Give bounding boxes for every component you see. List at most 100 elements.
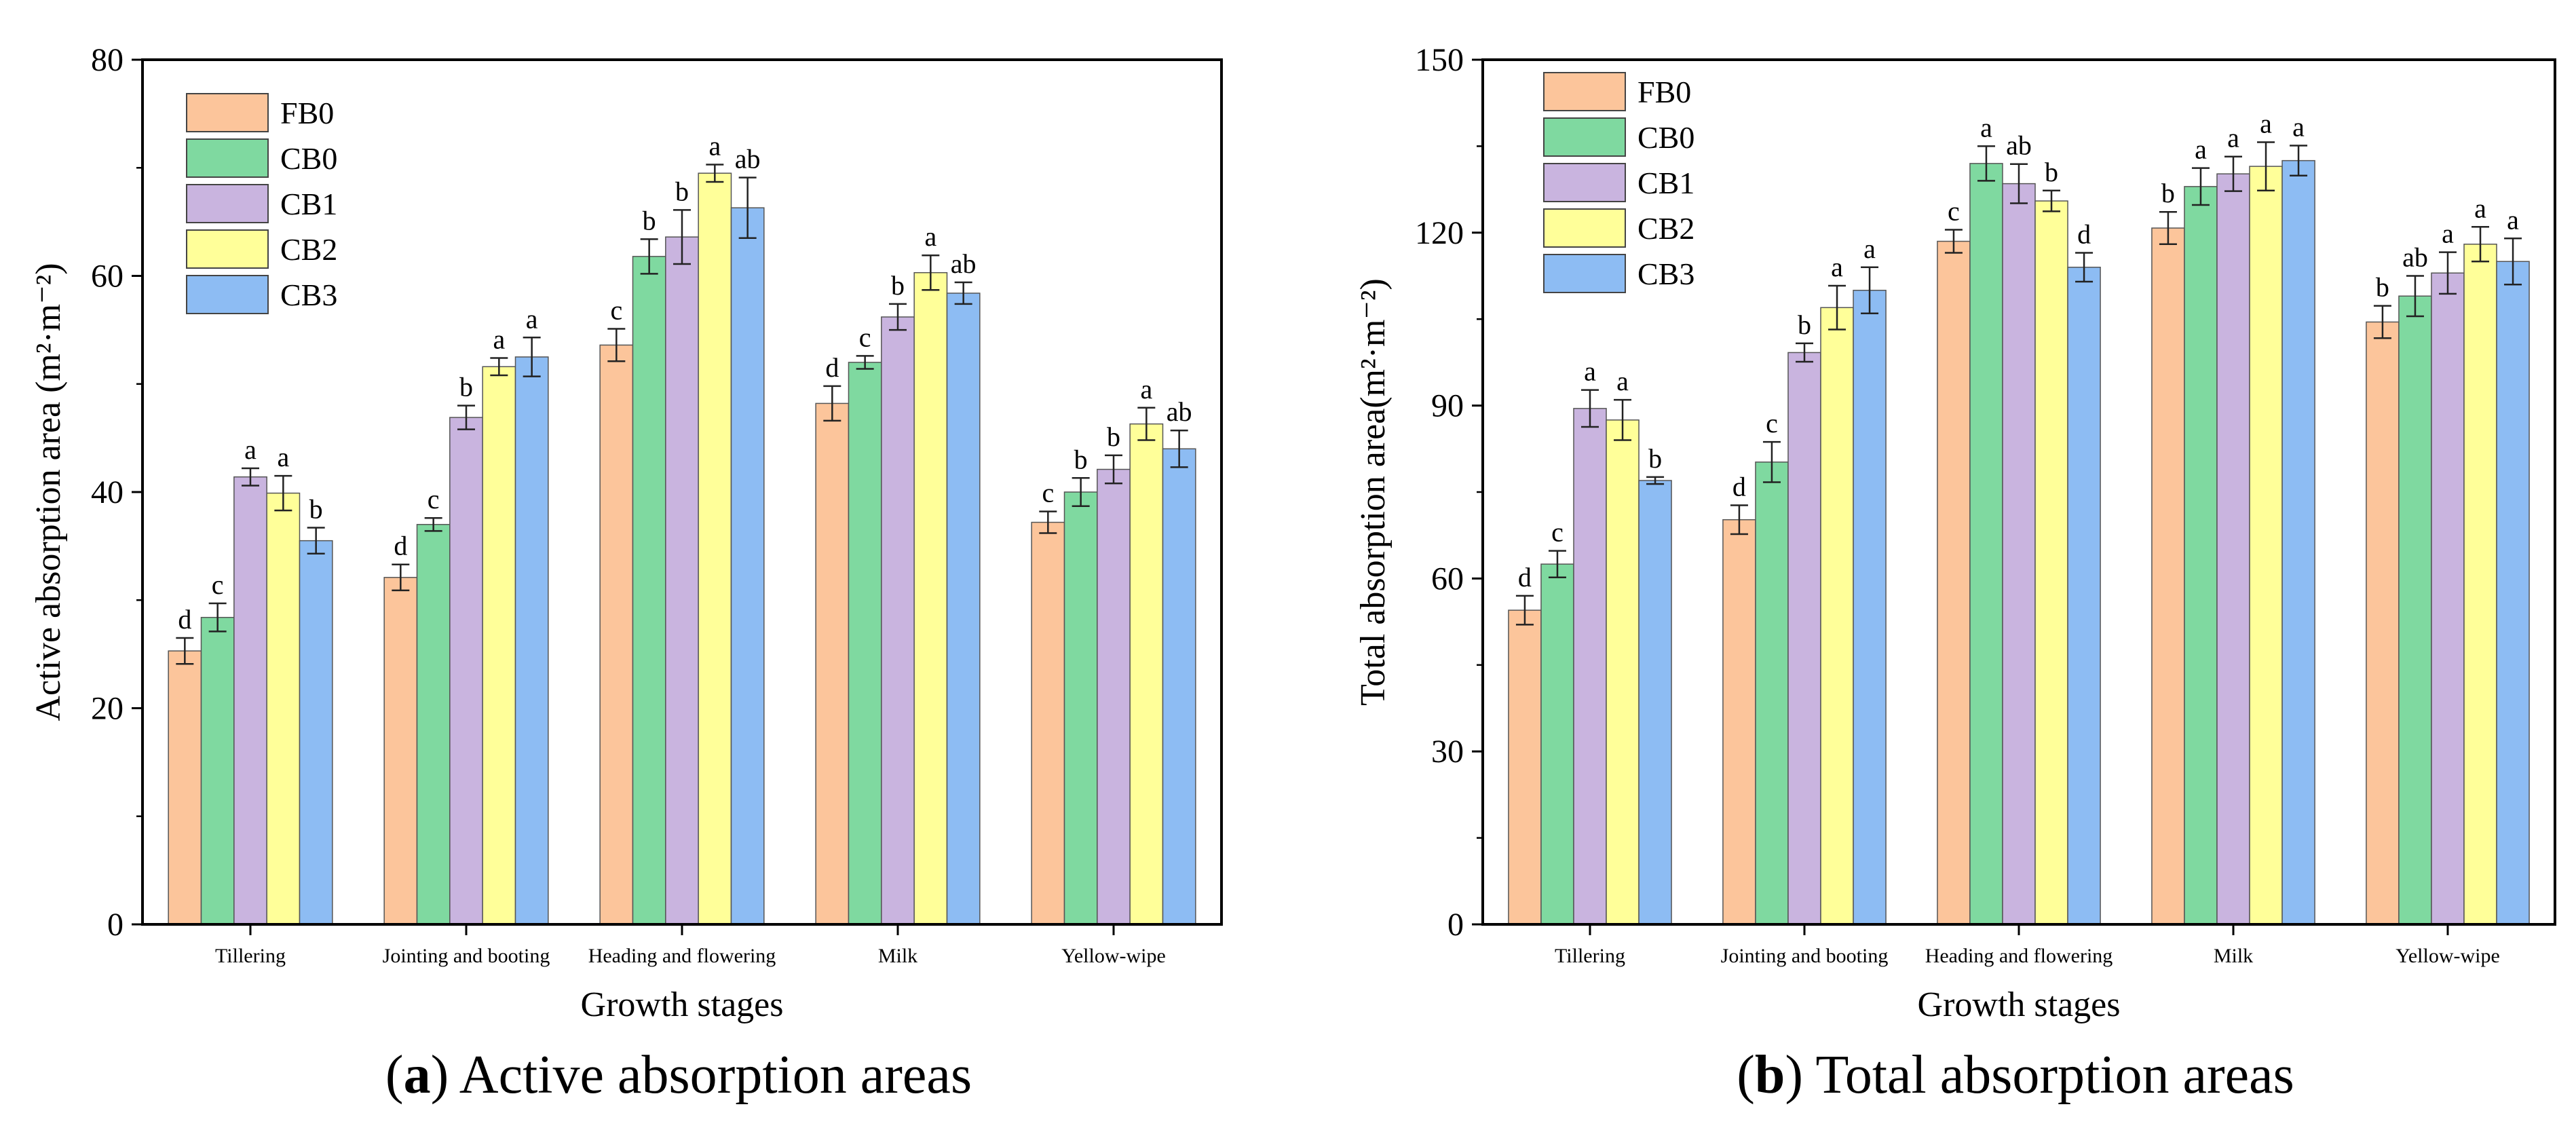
error-bar-CB2-3 [2257, 141, 2275, 192]
error-bar-CB1-3 [889, 303, 907, 331]
legend-item-CB1: CB1 [186, 184, 337, 223]
caption-a: (a) Active absorption areas [385, 1045, 972, 1105]
error-bar-CB0-2 [1977, 145, 1995, 182]
error-bar-CB1-1 [457, 404, 475, 430]
sig-label-CB3-3: a [2292, 112, 2305, 143]
sig-label-CB3-0: b [1648, 443, 1662, 474]
legend-item-CB2: CB2 [1543, 208, 1694, 248]
legend-label-CB2: CB2 [1637, 211, 1694, 246]
legend-label-CB1: CB1 [1637, 166, 1694, 200]
sig-label-CB1-3: a [2227, 123, 2239, 153]
x-category-label-4: Yellow-wipe [1061, 945, 1166, 967]
y-axis-title: Active absorption area (m²·m⁻²) [29, 263, 68, 721]
legend-swatch-FB0 [186, 93, 269, 132]
caption-b: (b) Total absorption areas [1737, 1045, 2294, 1105]
x-category-label-0: Tillering [1555, 945, 1625, 967]
legend-item-CB0: CB0 [186, 138, 337, 178]
caption-a-text: Active absorption areas [459, 1045, 972, 1105]
bar-CB2-4 [2463, 244, 2497, 925]
error-bar-CB0-3 [856, 355, 874, 370]
error-bar-CB3-4 [2504, 238, 2522, 286]
y-tick-label-0: 0 [1447, 907, 1464, 943]
error-bar-CB3-3 [2290, 145, 2308, 176]
sig-label-CB0-0: c [1551, 517, 1564, 548]
x-category-label-1: Jointing and booting [1721, 945, 1889, 967]
bar-CB1-1 [449, 417, 483, 925]
legend-label-CB2: CB2 [280, 232, 337, 267]
sig-label-FB0-3: d [825, 352, 839, 383]
bar-CB0-3 [848, 362, 882, 925]
sig-label-CB2-1: a [1831, 252, 1843, 282]
error-bar-CB2-4 [1137, 407, 1156, 441]
y-tick-label-0: 0 [107, 907, 124, 943]
bar-FB0-3 [815, 402, 850, 925]
x-axis-title: Growth stages [581, 985, 784, 1024]
legend-swatch-FB0 [1543, 72, 1626, 111]
bar-CB3-4 [1162, 448, 1196, 925]
y-tick-label-60: 60 [91, 259, 124, 295]
bar-CB1-0 [1573, 408, 1607, 925]
error-bar-CB3-0 [1646, 476, 1665, 485]
bar-CB3-3 [2281, 159, 2315, 925]
legend-item-CB1: CB1 [1543, 163, 1694, 202]
error-bar-CB2-2 [2043, 189, 2061, 212]
bar-CB0-4 [2398, 295, 2432, 925]
sig-label-CB2-3: a [2260, 108, 2272, 138]
bar-CB0-1 [1755, 462, 1789, 925]
legend-swatch-CB2 [186, 229, 269, 269]
sig-label-CB0-0: c [212, 569, 224, 600]
legend-label-CB1: CB1 [280, 187, 337, 221]
error-bar-FB0-0 [176, 637, 194, 665]
y-axis-title: Total absorption area(m²·m⁻²) [1354, 278, 1393, 706]
bar-FB0-2 [1937, 240, 1971, 925]
error-bar-CB3-2 [2075, 252, 2094, 283]
y-tick-label-80: 80 [91, 42, 124, 78]
sig-label-CB3-1: a [526, 303, 538, 334]
sig-label-CB2-3: a [924, 221, 936, 252]
error-bar-FB0-1 [1730, 504, 1748, 535]
legend-label-CB0: CB0 [280, 141, 337, 176]
sig-label-FB0-2: c [1948, 196, 1960, 227]
sig-label-CB3-4: a [2507, 204, 2519, 235]
bar-CB3-1 [1853, 289, 1887, 925]
error-bar-CB3-2 [738, 176, 757, 240]
sig-label-CB0-1: c [1766, 408, 1778, 438]
bar-CB2-0 [1606, 419, 1640, 925]
legend-item-CB3: CB3 [1543, 254, 1694, 293]
y-tick-label-30: 30 [1431, 734, 1464, 770]
error-bar-CB0-1 [424, 516, 442, 532]
sig-label-CB2-0: a [1616, 366, 1629, 396]
error-bar-CB1-4 [1105, 454, 1122, 485]
y-tick-label-60: 60 [1431, 561, 1464, 597]
bar-CB2-1 [1820, 307, 1854, 925]
error-bar-FB0-0 [1515, 595, 1534, 626]
sig-label-CB1-2: b [675, 176, 689, 206]
bar-CB0-2 [1969, 163, 2003, 925]
error-bar-CB0-4 [1072, 477, 1090, 507]
sig-label-CB0-1: c [428, 484, 440, 514]
error-bar-FB0-2 [1944, 229, 1963, 254]
bar-CB1-4 [1097, 468, 1131, 925]
bar-CB1-4 [2431, 272, 2465, 925]
sig-label-CB1-1: b [459, 372, 473, 402]
sig-label-CB0-4: b [1074, 444, 1088, 474]
error-bar-CB3-4 [1170, 429, 1188, 468]
y-tick-label-150: 150 [1415, 42, 1464, 78]
x-category-label-2: Heading and flowering [1925, 945, 2113, 967]
bar-CB0-2 [632, 256, 666, 925]
x-category-label-1: Jointing and booting [383, 945, 550, 967]
legend-item-CB0: CB0 [1543, 117, 1694, 157]
bar-FB0-0 [168, 650, 202, 925]
error-bar-CB0-3 [2191, 167, 2210, 206]
sig-label-CB0-3: c [859, 322, 871, 352]
bar-CB1-2 [665, 236, 699, 925]
bar-FB0-0 [1508, 609, 1542, 925]
sig-label-CB3-2: d [2077, 219, 2091, 250]
error-bar-FB0-1 [392, 563, 410, 592]
panel-a-active-absorption: ddcdcccbcbabbbbaaaaabaababab020406080Til… [29, 42, 1223, 1024]
sig-label-CB3-4: ab [1167, 396, 1192, 427]
error-bar-FB0-3 [2159, 210, 2177, 246]
sig-label-FB0-0: d [1518, 562, 1532, 592]
y-tick-label-40: 40 [91, 474, 124, 510]
sig-label-CB1-0: a [244, 434, 257, 465]
